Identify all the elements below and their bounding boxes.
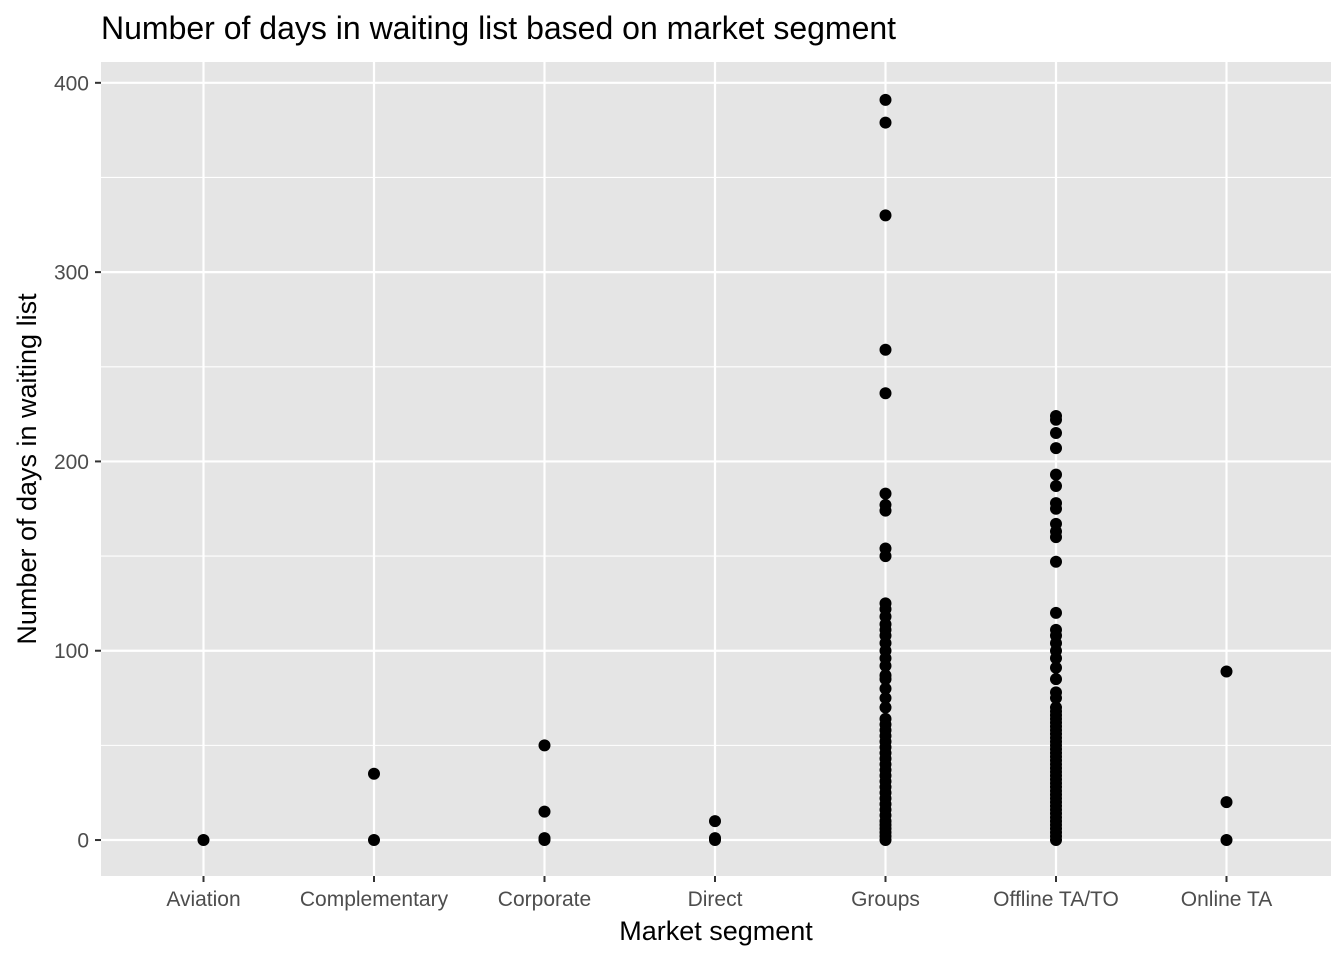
y-tick-label: 300	[54, 262, 89, 285]
data-point	[1220, 834, 1233, 847]
data-point	[1050, 427, 1062, 440]
data-point	[1050, 673, 1062, 686]
x-tick-label: Offline TA/TO	[993, 888, 1119, 911]
data-point	[879, 682, 892, 695]
data-point	[709, 832, 721, 845]
data-point	[1220, 665, 1233, 678]
data-point	[1050, 442, 1062, 455]
data-point	[538, 832, 551, 845]
data-point	[1050, 606, 1062, 619]
x-tick-label: Corporate	[498, 888, 591, 911]
y-tick-label: 200	[54, 451, 89, 474]
data-point	[1050, 468, 1062, 481]
chart-title: Number of days in waiting list based on …	[101, 10, 896, 46]
data-point	[1050, 686, 1062, 699]
data-point	[879, 498, 892, 511]
x-tick-label: Groups	[851, 888, 920, 911]
data-point	[879, 343, 892, 356]
data-point	[197, 834, 210, 847]
data-point	[538, 739, 551, 752]
data-point	[879, 692, 892, 705]
data-points	[197, 93, 1233, 847]
x-tick-label: Complementary	[300, 888, 449, 911]
data-point	[879, 597, 892, 610]
data-point	[1050, 623, 1062, 636]
x-axis: Aviation Complementary Corporate Direct Grou…	[166, 876, 1272, 911]
data-point	[879, 387, 892, 400]
data-point	[368, 767, 380, 780]
y-tick-label: 0	[77, 830, 89, 853]
data-point	[879, 542, 892, 555]
data-point	[1050, 661, 1062, 674]
y-tick-label: 100	[54, 640, 89, 663]
data-point	[879, 209, 892, 222]
y-axis: 0 100 200 300 400	[54, 72, 101, 853]
y-tick-label: 400	[54, 72, 89, 95]
x-tick-label: Aviation	[166, 888, 240, 911]
data-point	[879, 669, 892, 682]
data-point	[879, 487, 892, 500]
data-point	[709, 815, 721, 828]
data-point	[368, 834, 380, 847]
data-point	[1050, 409, 1062, 422]
x-tick-label: Online TA	[1181, 888, 1272, 911]
data-point	[1050, 555, 1062, 568]
data-point	[879, 116, 892, 129]
y-axis-title: Number of days in waiting list	[12, 293, 42, 645]
x-tick-label: Direct	[688, 888, 743, 911]
data-point	[1220, 796, 1233, 809]
data-point	[1050, 497, 1062, 510]
data-point	[879, 712, 892, 725]
data-point	[1050, 517, 1062, 530]
data-point	[1050, 480, 1062, 493]
data-point	[879, 701, 892, 714]
x-axis-title: Market segment	[619, 916, 813, 946]
data-point	[1050, 701, 1062, 714]
data-point	[538, 805, 551, 818]
data-point	[879, 93, 892, 106]
